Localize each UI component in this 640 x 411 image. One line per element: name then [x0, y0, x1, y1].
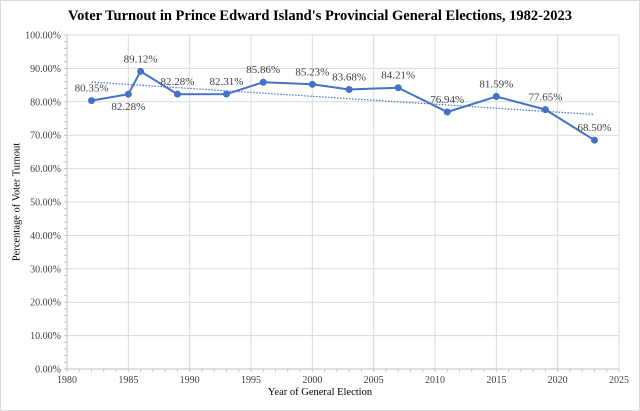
y-tick-label: 70.00%	[30, 131, 61, 142]
data-point	[590, 136, 598, 144]
data-point	[259, 78, 267, 86]
data-point	[124, 90, 132, 98]
data-point	[222, 90, 230, 98]
data-point	[88, 97, 96, 105]
gridlines	[67, 34, 620, 369]
data-label: 83.68%	[332, 72, 366, 84]
y-tick-label: 80.00%	[30, 97, 61, 108]
axes: 0.00% 10.00% 20.00% 30.00% 40.00% 50.00% 60.00…	[25, 31, 629, 387]
data-point	[173, 90, 181, 98]
data-point	[443, 108, 451, 116]
data-point	[308, 80, 316, 88]
data-label: 82.28%	[111, 101, 145, 113]
y-tick-label: 30.00%	[30, 264, 61, 275]
x-tick-label: 2020	[548, 375, 568, 386]
data-point	[394, 84, 402, 92]
x-tick-label: 2025	[609, 375, 629, 386]
y-tick-label: 50.00%	[30, 198, 61, 209]
series-group	[88, 67, 598, 144]
y-tick-label: 60.00%	[30, 164, 61, 175]
data-label: 82.31%	[210, 76, 244, 88]
data-label: 85.86%	[246, 64, 280, 76]
x-tick-label: 2015	[486, 375, 506, 386]
data-label: 76.94%	[430, 94, 464, 106]
x-tick-label: 1985	[118, 375, 138, 386]
data-label: 81.59%	[479, 78, 513, 90]
data-point	[137, 67, 145, 75]
x-tick-label: 2010	[425, 375, 445, 386]
x-tick-label: 2005	[364, 375, 384, 386]
x-tick-label: 1980	[57, 375, 77, 386]
data-point	[541, 106, 549, 114]
x-tick-label: 1990	[180, 375, 200, 386]
data-label: 82.28%	[160, 76, 194, 88]
data-label: 80.35%	[75, 83, 109, 95]
data-point	[345, 86, 353, 94]
y-tick-label: 40.00%	[30, 231, 61, 242]
data-label: 89.12%	[124, 53, 158, 65]
data-label: 77.65%	[528, 92, 562, 104]
data-labels-group: 80.35%82.28%89.12%82.28% 82.31%85.86% 85.2…	[75, 53, 612, 134]
y-tick-label: 90.00%	[30, 64, 61, 75]
y-tick-label: 0.00%	[35, 365, 61, 376]
chart-title: Voter Turnout in Prince Edward Island's …	[67, 8, 573, 24]
data-point	[492, 92, 500, 100]
data-label: 68.50%	[578, 122, 612, 134]
data-label: 85.23%	[295, 66, 329, 78]
y-tick-label: 100.00%	[25, 31, 61, 42]
y-tick-label: 10.00%	[30, 331, 61, 342]
x-tick-label: 2000	[302, 375, 322, 386]
x-axis-label: Year of General Election	[267, 387, 373, 398]
x-tick-label: 1995	[241, 375, 261, 386]
y-tick-label: 20.00%	[30, 298, 61, 309]
data-label: 84.21%	[381, 70, 415, 82]
